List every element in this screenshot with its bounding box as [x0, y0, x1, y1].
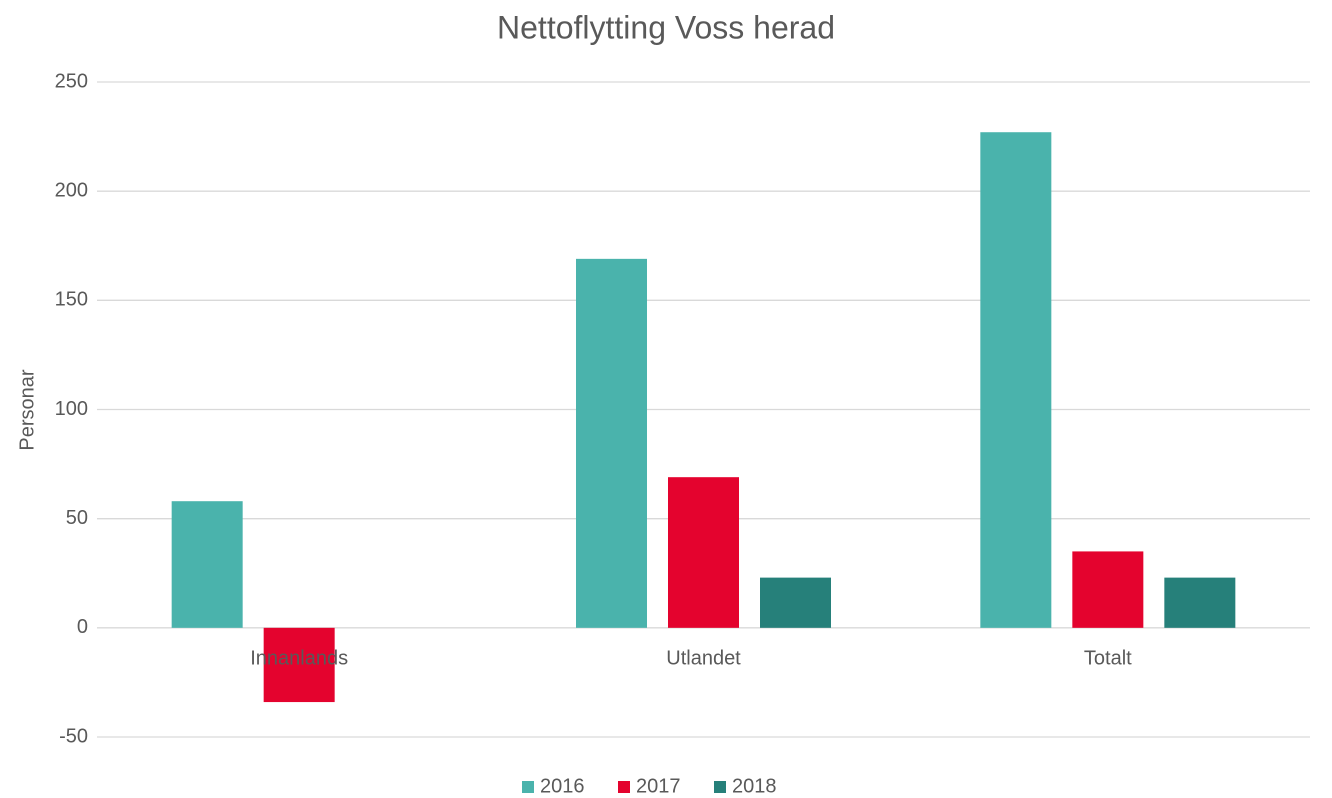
x-tick-label: Utlandet: [666, 647, 741, 669]
y-axis-title: Personar: [16, 369, 38, 450]
legend-swatch: [522, 781, 534, 793]
y-tick-label: -50: [59, 725, 88, 747]
bar: [760, 577, 831, 628]
bar: [668, 477, 739, 628]
legend-swatch: [714, 781, 726, 793]
bar: [263, 627, 335, 703]
bar: [576, 258, 647, 628]
bar: [1072, 551, 1144, 628]
bar: [171, 501, 243, 628]
y-tick-label: 100: [55, 398, 88, 420]
y-tick-label: 0: [77, 616, 88, 638]
x-tick-label: Innanlands: [250, 647, 348, 669]
legend-label: 2018: [732, 775, 777, 797]
legend-label: 2017: [636, 775, 681, 797]
y-tick-label: 50: [66, 507, 88, 529]
legend-label: 2016: [540, 775, 585, 797]
x-tick-label: Totalt: [1084, 647, 1132, 669]
legend-swatch: [618, 781, 630, 793]
chart-title: Nettoflytting Voss herad: [497, 9, 835, 45]
y-tick-label: 250: [55, 70, 88, 92]
bar: [980, 132, 1052, 628]
y-tick-label: 150: [55, 289, 88, 311]
bar: [1164, 577, 1236, 628]
y-tick-label: 200: [55, 179, 88, 201]
